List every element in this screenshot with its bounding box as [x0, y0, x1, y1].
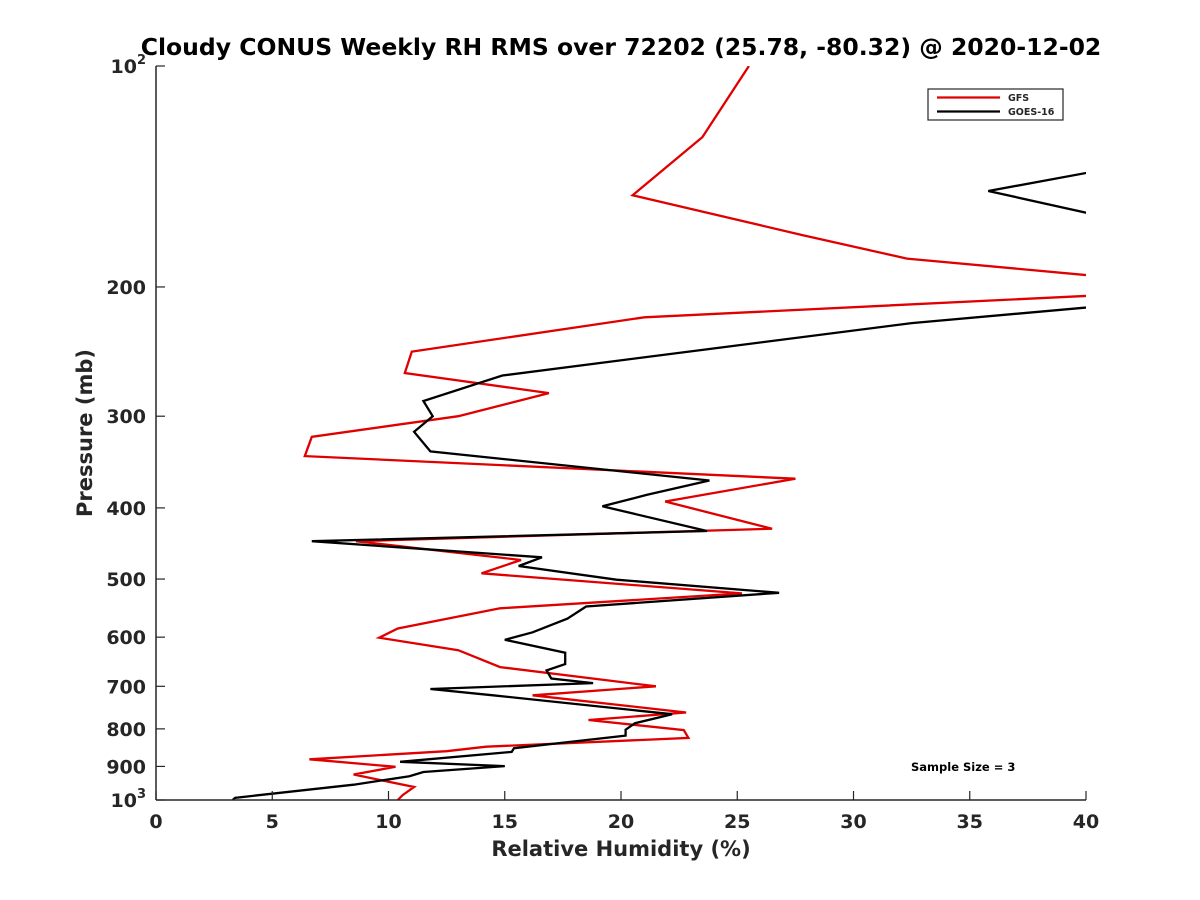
legend: GFS GOES-16	[927, 88, 1064, 121]
y-tick-label: 300	[106, 406, 146, 428]
y-axis-label: Pressure (mb)	[73, 349, 97, 517]
x-tick-label: 40	[1073, 811, 1099, 833]
chart-title: Cloudy CONUS Weekly RH RMS over 72202 (2…	[141, 33, 1102, 61]
x-tick-label: 0	[149, 811, 162, 833]
legend-label-gfs: GFS	[1008, 93, 1029, 104]
y-tick-label: 900	[106, 756, 146, 778]
legend-box	[927, 88, 1064, 121]
x-axis-label: Relative Humidity (%)	[491, 837, 750, 861]
y-tick-label: 103	[111, 787, 147, 812]
x-tick-label: 30	[840, 811, 866, 833]
y-tick-label: 200	[106, 277, 146, 299]
x-tick-label: 15	[492, 811, 518, 833]
x-tick-label: 35	[957, 811, 983, 833]
x-tick-label: 25	[724, 811, 750, 833]
y-tick-label: 600	[106, 627, 146, 649]
series-line-goes-16	[231, 171, 1086, 800]
y-tick-label: 800	[106, 719, 146, 741]
y-tick-label: 102	[111, 53, 147, 78]
x-tick-label: 20	[608, 811, 634, 833]
x-tick-label: 5	[266, 811, 279, 833]
x-axis-ticks: 0 5 10 15 20 25 30 35 40	[149, 791, 1099, 833]
x-tick-label: 10	[375, 811, 401, 833]
y-axis-ticks: 102 200 300 400 500 600 700 800 900 103	[106, 53, 165, 812]
y-tick-label: 700	[106, 676, 146, 698]
legend-label-goes16: GOES-16	[1008, 107, 1055, 118]
sample-size-annotation: Sample Size = 3	[911, 760, 1015, 774]
series-layer	[231, 66, 1086, 800]
y-tick-label: 500	[106, 569, 146, 591]
series-line-gfs	[303, 66, 1086, 800]
y-tick-label: 400	[106, 498, 146, 520]
